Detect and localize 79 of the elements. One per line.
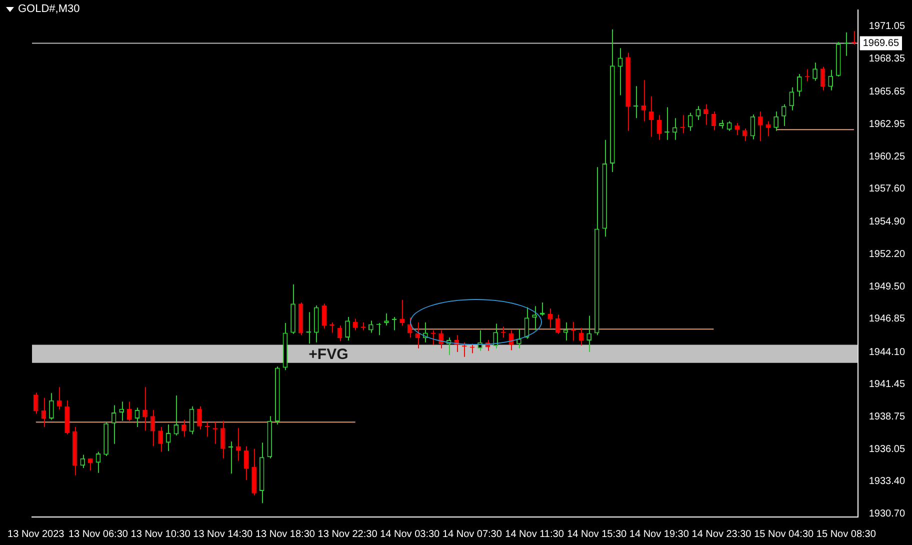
candlestick xyxy=(508,330,514,351)
ref-line-label: 1969.65 xyxy=(862,38,900,49)
candlestick xyxy=(555,314,560,334)
x-tick-label: 13 Nov 22:30 xyxy=(318,528,378,540)
x-tick-label: 14 Nov 11:30 xyxy=(505,528,564,540)
candlestick xyxy=(781,104,786,127)
candlestick xyxy=(158,426,163,452)
candlestick xyxy=(197,406,202,430)
candlestick xyxy=(688,112,693,132)
candlestick xyxy=(578,327,584,346)
y-tick-label: 1930.70 xyxy=(868,508,906,520)
candlestick xyxy=(797,74,802,97)
y-tick-label: 1962.95 xyxy=(868,118,906,130)
candlestick xyxy=(548,308,553,328)
candlestick xyxy=(174,395,179,436)
x-tick-label: 15 Nov 04:30 xyxy=(754,528,814,540)
candlestick xyxy=(345,316,350,342)
y-tick-label: 1933.40 xyxy=(868,476,906,488)
candlestick xyxy=(314,305,319,343)
y-tick-label: 1946.85 xyxy=(868,314,906,325)
candlestick xyxy=(812,62,818,82)
y-tick-label: 1938.75 xyxy=(868,411,906,422)
candlestick xyxy=(182,419,186,438)
candlestick xyxy=(88,458,93,471)
candlestick xyxy=(80,454,86,469)
y-tick-label: 1957.60 xyxy=(868,184,906,195)
candlestick xyxy=(220,420,226,459)
candlestick xyxy=(384,312,389,326)
candlestick xyxy=(766,120,771,137)
candlestick xyxy=(322,303,327,329)
y-tick-label: 1941.45 xyxy=(868,378,906,390)
candlestick xyxy=(704,104,708,126)
candlestick xyxy=(119,401,124,422)
y-tick-label: 1960.25 xyxy=(868,152,906,163)
x-tick-label: 13 Nov 10:30 xyxy=(130,528,191,540)
candlestick xyxy=(586,315,592,353)
y-tick-label: 1949.50 xyxy=(868,282,906,293)
chart-title: GOLD#,M30 xyxy=(18,3,80,15)
candlestick xyxy=(415,322,420,349)
candlestick xyxy=(236,428,241,462)
x-tick-label: 13 Nov 06:30 xyxy=(68,528,128,540)
x-tick-label: 14 Nov 07:30 xyxy=(442,528,502,540)
x-tick-label: 14 Nov 19:30 xyxy=(629,528,690,540)
candlestick xyxy=(493,323,498,349)
x-tick-label: 13 Nov 14:30 xyxy=(193,528,254,540)
x-tick-label: 14 Nov 15:30 xyxy=(567,528,628,540)
candlestick xyxy=(734,122,740,136)
y-tick-label: 1954.90 xyxy=(868,216,906,228)
y-tick-label: 1952.20 xyxy=(868,248,906,260)
y-tick-label: 1968.35 xyxy=(868,54,906,65)
candlestick xyxy=(532,306,537,331)
candlestick xyxy=(166,424,171,452)
candlestick xyxy=(368,320,374,334)
candlestick xyxy=(142,386,148,432)
y-tick-label: 1965.65 xyxy=(868,86,906,98)
x-tick-label: 15 Nov 08:30 xyxy=(816,528,876,540)
candlestick xyxy=(618,48,623,96)
candlestick xyxy=(696,106,701,120)
candlestick xyxy=(758,111,763,142)
y-tick-label: 1971.05 xyxy=(868,21,906,32)
candlestick xyxy=(126,401,132,422)
x-tick-label: 13 Nov 2023 xyxy=(8,528,65,540)
candlestick xyxy=(789,86,794,111)
x-tick-label: 14 Nov 23:30 xyxy=(692,528,752,540)
candlestick xyxy=(648,96,654,138)
candlestick xyxy=(774,111,778,132)
candlestick xyxy=(641,80,646,122)
candlestick xyxy=(672,118,678,140)
x-tick-label: 13 Nov 18:30 xyxy=(255,528,316,540)
candlestick xyxy=(33,392,38,414)
x-tick-label: 14 Nov 03:30 xyxy=(380,528,440,540)
candlestick xyxy=(742,128,748,142)
candlestick xyxy=(828,69,833,91)
y-tick-label: 1944.10 xyxy=(868,346,906,358)
candlestick xyxy=(49,392,54,420)
candlestick xyxy=(400,300,404,326)
candlestick xyxy=(516,328,522,349)
y-tick-label: 1936.05 xyxy=(868,444,906,456)
band-label: +FVG xyxy=(308,346,348,363)
